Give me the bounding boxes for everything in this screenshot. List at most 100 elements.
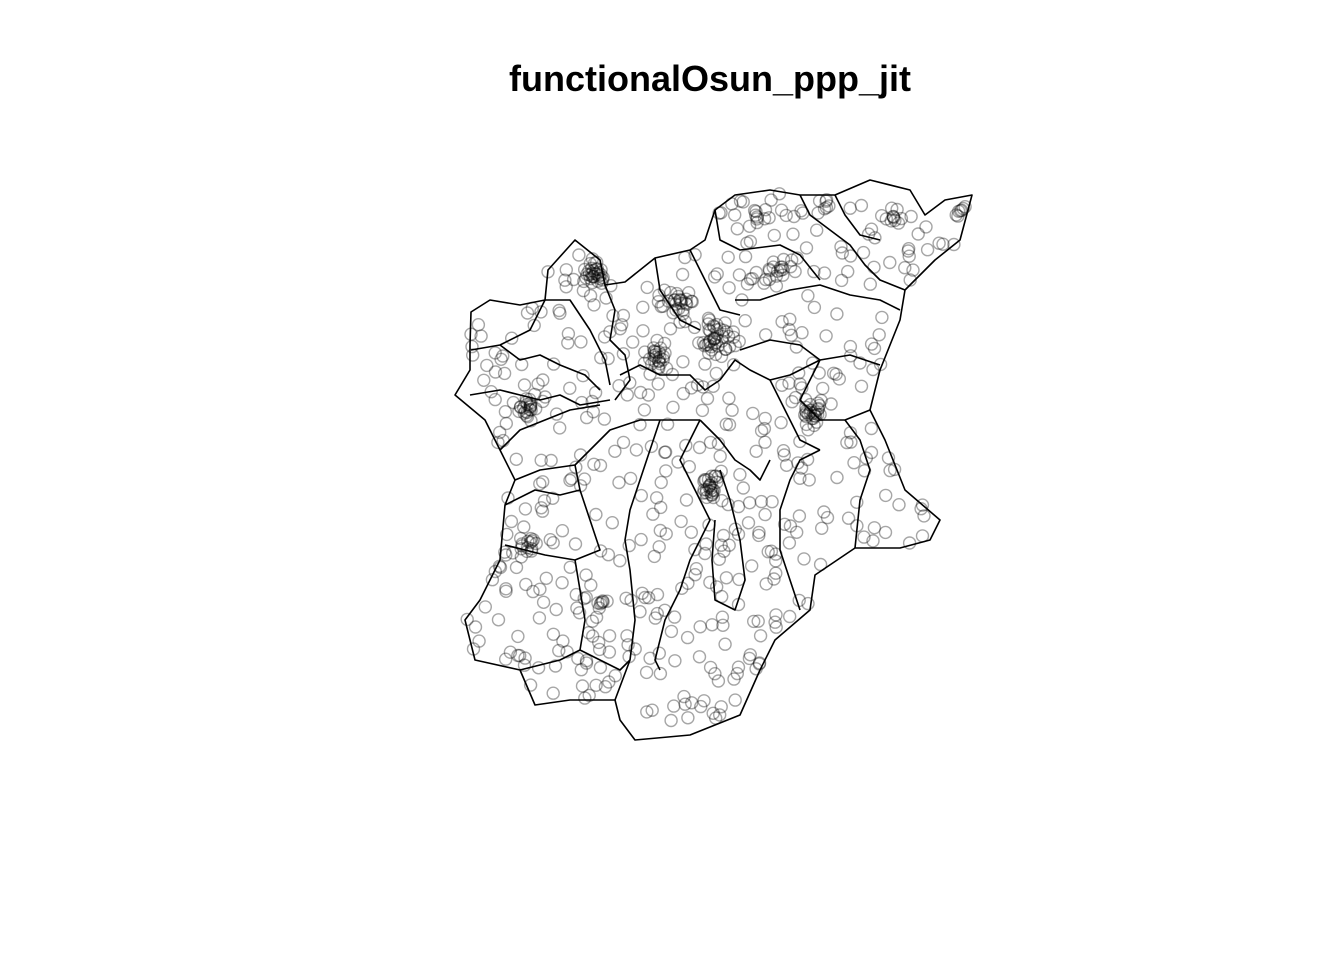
facility-point	[647, 344, 661, 358]
facility-point	[787, 209, 801, 224]
facility-point	[811, 396, 825, 410]
facility-point	[478, 600, 492, 614]
facility-point	[707, 332, 721, 346]
facility-point	[790, 251, 804, 265]
facility-point	[692, 440, 707, 455]
facility-point	[799, 405, 814, 420]
facility-point	[704, 481, 718, 495]
facility-point	[702, 323, 716, 337]
facility-point	[633, 605, 647, 619]
facility-point	[762, 263, 777, 278]
facility-point	[793, 377, 807, 391]
facility-point	[658, 445, 672, 459]
facility-point	[524, 403, 538, 417]
facility-point	[794, 461, 809, 475]
facility-point	[867, 521, 882, 535]
plot-title: functionalOsun_ppp_jit	[509, 58, 911, 99]
facility-point	[803, 405, 817, 419]
facility-point	[525, 301, 539, 315]
facility-point	[699, 338, 713, 352]
facility-point	[752, 656, 767, 670]
facility-point	[619, 591, 633, 605]
facility-point	[802, 473, 816, 487]
facility-point	[843, 426, 858, 440]
facility-point	[709, 347, 723, 362]
facility-point	[782, 322, 796, 337]
facility-point	[956, 201, 970, 216]
facility-point	[652, 646, 666, 660]
facility-point	[676, 307, 690, 321]
facility-point	[679, 292, 693, 306]
facility-point	[650, 606, 664, 621]
facility-point	[602, 629, 617, 643]
lga-border	[504, 489, 581, 506]
facility-point	[659, 464, 673, 478]
facility-point	[515, 537, 529, 551]
facility-point	[513, 400, 528, 414]
facility-point	[762, 211, 776, 225]
facility-point	[706, 319, 721, 333]
facility-point	[628, 642, 642, 656]
facility-point	[757, 276, 771, 290]
facility-point	[710, 475, 724, 489]
facility-point	[706, 706, 720, 720]
facility-point	[595, 273, 610, 287]
facility-point	[511, 648, 525, 663]
facility-point	[563, 473, 577, 488]
facility-point	[702, 335, 717, 349]
facility-point	[574, 335, 588, 349]
facility-point	[685, 696, 699, 710]
facility-point	[841, 511, 856, 525]
facility-point	[777, 517, 792, 531]
facility-point	[527, 318, 541, 333]
facility-point	[914, 502, 928, 516]
facility-point	[864, 337, 879, 351]
facility-point	[591, 274, 605, 288]
facility-point	[580, 410, 594, 425]
facility-point	[652, 288, 666, 302]
facility-point	[499, 652, 513, 666]
facility-point	[656, 353, 670, 367]
facility-point	[546, 686, 560, 700]
facility-point	[835, 246, 849, 260]
facility-point	[533, 477, 547, 491]
facility-point	[750, 215, 764, 230]
facility-point	[703, 324, 717, 338]
facility-point	[766, 260, 780, 274]
facility-point	[525, 534, 539, 548]
facility-point	[854, 379, 869, 393]
facility-point	[704, 340, 718, 354]
facility-point	[684, 525, 698, 539]
facility-point	[726, 330, 741, 344]
facility-point	[653, 341, 668, 355]
facility-point	[782, 536, 797, 550]
facility-point	[571, 651, 585, 666]
facility-point	[591, 596, 605, 610]
facility-point	[573, 479, 588, 493]
facility-point	[646, 341, 661, 355]
facility-point	[523, 396, 537, 410]
facility-point	[651, 377, 665, 391]
facility-point	[783, 260, 798, 274]
facility-point	[622, 649, 636, 664]
facility-point	[915, 529, 930, 543]
facility-point	[593, 544, 608, 558]
facility-point	[652, 345, 666, 359]
facility-point	[890, 202, 904, 217]
facility-point	[659, 361, 674, 375]
facility-point	[591, 265, 605, 280]
facility-point	[722, 391, 736, 405]
facility-point	[902, 249, 916, 263]
facility-point	[783, 609, 797, 624]
facility-point	[524, 531, 538, 546]
facility-point	[850, 519, 864, 533]
facility-point	[640, 280, 654, 295]
facility-point	[791, 456, 805, 470]
facility-point	[666, 400, 680, 414]
facility-point	[547, 357, 561, 371]
facility-point	[520, 544, 534, 559]
facility-point	[726, 325, 740, 339]
facility-point	[593, 458, 608, 473]
facility-point	[811, 401, 825, 416]
facility-point	[808, 409, 822, 423]
